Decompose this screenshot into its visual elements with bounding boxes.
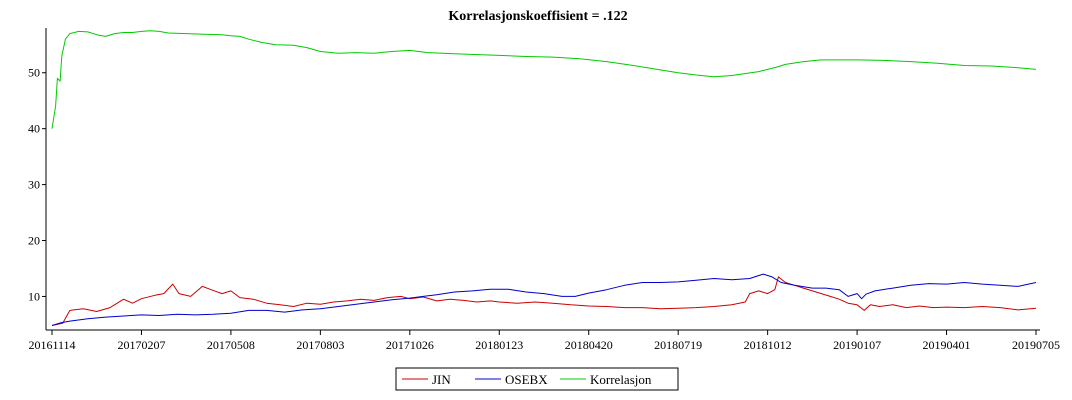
axes: 10 20 30 40 50 20161114 20170207 20170508 20170…: [28, 28, 1060, 352]
x-tick-label: 20190401: [923, 338, 971, 352]
series-group: [51, 30, 1037, 326]
x-tick-label: 20180719: [654, 338, 702, 352]
x-tick-label: 20170207: [117, 338, 165, 352]
y-tick-label: 10: [28, 289, 40, 303]
legend-box: [395, 367, 679, 391]
y-tick-label: 50: [28, 66, 40, 80]
legend-label-jin: JIN: [432, 372, 451, 387]
chart-title: Korrelasjonskoeffisient = .122: [448, 9, 627, 24]
x-tick-label: 20170508: [207, 338, 255, 352]
series-line-osebx: [51, 273, 1037, 326]
legend-label-osebx: OSEBX: [505, 372, 548, 387]
y-tick-label: 30: [28, 178, 40, 192]
x-tick-label: 20181012: [744, 338, 792, 352]
y-tick-label: 20: [28, 234, 40, 248]
series-line-korrelasjon: [51, 30, 1037, 129]
x-tick-label: 20190705: [1012, 338, 1060, 352]
x-ticks: 20161114 20170207 20170508 20170803 20171026…: [28, 330, 1060, 352]
x-tick-label: 20161114: [28, 338, 75, 352]
x-tick-label: 20190107: [833, 338, 881, 352]
x-tick-label: 20170803: [296, 338, 344, 352]
y-tick-label: 40: [28, 122, 40, 136]
series-line-jin: [51, 276, 1037, 326]
legend: JIN OSEBX Korrelasjon: [395, 367, 679, 391]
y-ticks: 10 20 30 40 50: [28, 66, 46, 303]
x-tick-label: 20180123: [475, 338, 523, 352]
x-tick-label: 20180420: [565, 338, 613, 352]
x-tick-label: 20171026: [386, 338, 434, 352]
legend-label-korrelasjon: Korrelasjon: [590, 372, 652, 387]
